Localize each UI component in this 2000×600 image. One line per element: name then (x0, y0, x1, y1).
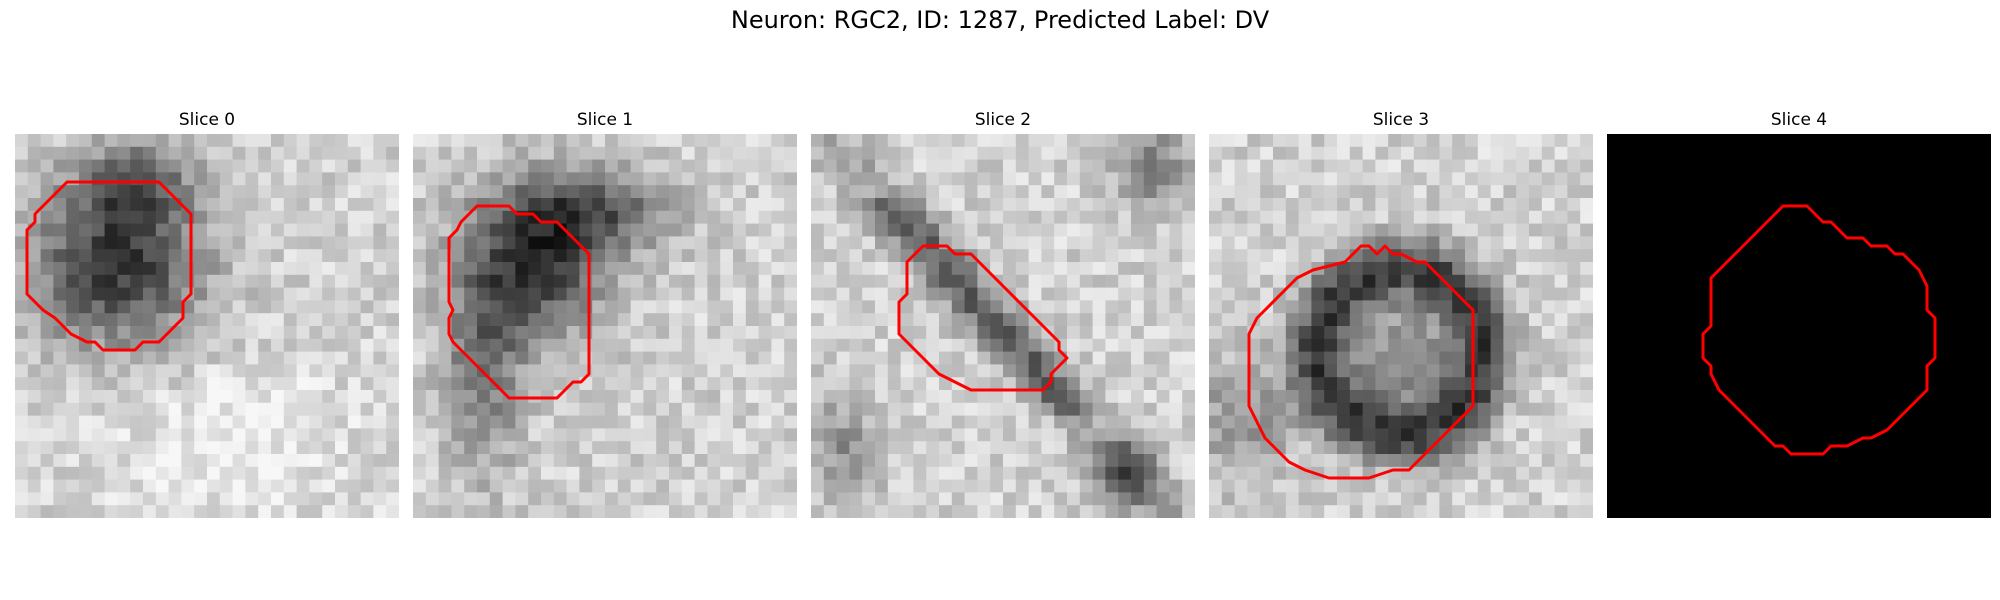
slice-title: Slice 2 (974, 110, 1032, 130)
pixel-grid (15, 134, 399, 518)
slice-image (1209, 134, 1593, 518)
segmentation-contour (897, 244, 1069, 392)
slice-panel-2: Slice 2 (811, 0, 1195, 600)
slice-panel-4: Slice 4 (1607, 0, 1991, 600)
pixel-grid (1209, 134, 1593, 518)
slice-image (1607, 134, 1991, 518)
pixel-grid (811, 134, 1195, 518)
segmentation-contour (25, 180, 193, 352)
slice-panel-1: Slice 1 (413, 0, 797, 600)
slice-title: Slice 1 (576, 110, 634, 130)
slice-image (811, 134, 1195, 518)
slice-title: Slice 3 (1372, 110, 1430, 130)
pixel-grid (413, 134, 797, 518)
slice-image (15, 134, 399, 518)
image-background (1607, 134, 1991, 518)
slice-title: Slice 4 (1770, 110, 1828, 130)
slice-image (413, 134, 797, 518)
segmentation-contour (1247, 244, 1475, 480)
slice-panel-3: Slice 3 (1209, 0, 1593, 600)
slice-title: Slice 0 (178, 110, 236, 130)
segmentation-contour (447, 204, 591, 400)
slice-panel-0: Slice 0 (15, 0, 399, 600)
segmentation-contour (1701, 204, 1937, 456)
figure-title: Neuron: RGC2, ID: 1287, Predicted Label:… (730, 6, 1270, 34)
